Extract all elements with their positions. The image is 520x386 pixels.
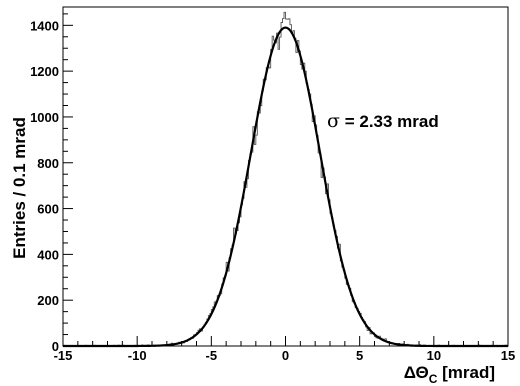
y-tick-label: 600 bbox=[37, 202, 59, 217]
x-axis-title-main: ΔΘ bbox=[404, 363, 429, 382]
histogram-series bbox=[62, 11, 509, 347]
x-axis-title-unit: [mrad] bbox=[437, 363, 495, 382]
sigma-annotation: σ = 2.33 mrad bbox=[327, 110, 439, 132]
y-tick-label: 400 bbox=[37, 247, 59, 262]
x-tick-label: 15 bbox=[501, 348, 515, 363]
x-tick-label: 10 bbox=[427, 348, 441, 363]
y-tick-label: 1400 bbox=[30, 18, 59, 33]
x-tick-label: 0 bbox=[282, 348, 289, 363]
x-tick-label: -10 bbox=[128, 348, 147, 363]
x-tick-label: -5 bbox=[206, 348, 218, 363]
x-axis-title: ΔΘC [mrad] bbox=[404, 363, 495, 386]
sigma-symbol: σ bbox=[327, 110, 340, 132]
plot-area bbox=[62, 6, 509, 348]
y-tick-label: 800 bbox=[37, 156, 59, 171]
axis-tick-labels: -15 -10 -5 0 5 10 15 0 200 400 600 800 1000 1200 1400 bbox=[30, 18, 515, 363]
y-tick-label: 1000 bbox=[30, 110, 59, 125]
gaussian-fit-curve bbox=[63, 26, 508, 348]
x-tick-label: 5 bbox=[356, 348, 363, 363]
axis-ticks bbox=[62, 13, 509, 347]
x-tick-label: -15 bbox=[54, 348, 73, 363]
y-tick-label: 1200 bbox=[30, 64, 59, 79]
plot-frame bbox=[62, 6, 509, 347]
sigma-value: = 2.33 mrad bbox=[340, 112, 439, 131]
y-axis-title: Entries / 0.1 mrad bbox=[10, 117, 29, 259]
x-axis-title-subscript: C bbox=[429, 372, 438, 386]
y-tick-label: 200 bbox=[37, 293, 59, 308]
y-tick-label: 0 bbox=[52, 339, 59, 354]
